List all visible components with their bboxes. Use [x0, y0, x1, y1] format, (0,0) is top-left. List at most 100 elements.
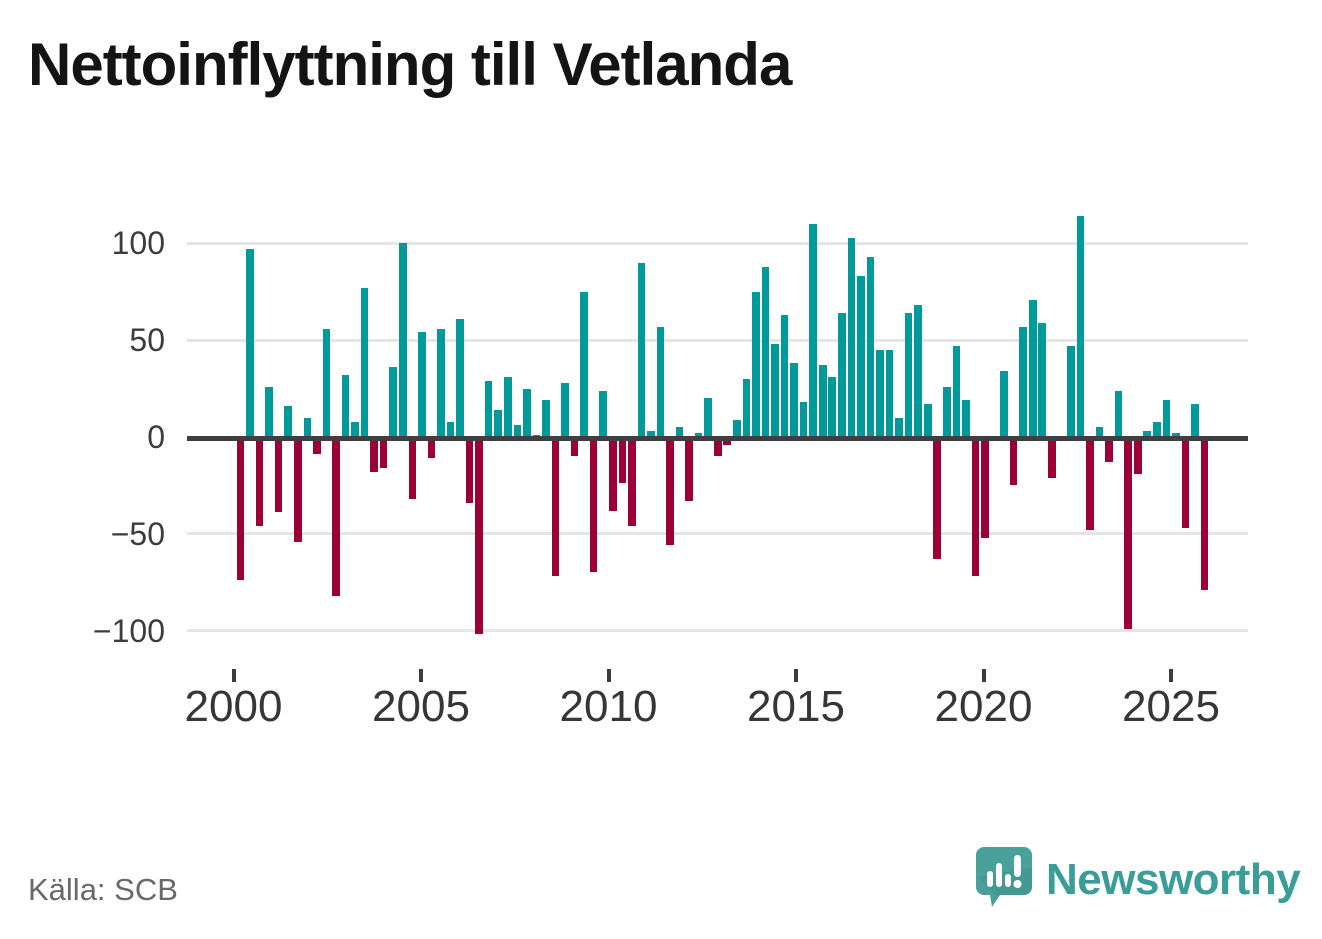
bar	[818, 365, 827, 437]
bar	[914, 305, 922, 437]
bar	[647, 431, 655, 437]
bar	[799, 402, 808, 437]
zero-axis-line	[187, 436, 1248, 441]
bar	[351, 421, 359, 437]
bar	[255, 439, 264, 527]
bar	[1048, 439, 1056, 478]
bar	[685, 439, 693, 501]
bar	[322, 328, 331, 437]
bar	[427, 439, 436, 459]
bar	[1105, 439, 1113, 463]
bar	[523, 388, 531, 437]
x-axis-tick-label: 2000	[184, 682, 283, 731]
bar	[637, 262, 646, 437]
bar	[828, 376, 837, 437]
bar	[971, 439, 980, 577]
bar	[293, 439, 302, 542]
bar	[370, 439, 378, 472]
chart-title: Nettoinflyttning till Vetlanda	[28, 31, 792, 98]
bar	[885, 349, 894, 437]
y-axis-tick-label: 100	[111, 225, 165, 262]
newsworthy-logo-icon	[976, 847, 1032, 907]
bar	[465, 439, 474, 503]
bar	[274, 439, 283, 513]
x-axis-tick-label: 2020	[934, 682, 1033, 731]
bar	[265, 386, 273, 437]
x-axis-tick-label: 2025	[1122, 682, 1220, 731]
bar	[437, 328, 445, 437]
bar	[752, 291, 760, 437]
bar	[742, 378, 751, 437]
bar	[866, 256, 875, 437]
bar	[589, 439, 598, 573]
bar	[838, 313, 846, 437]
bar	[446, 421, 455, 437]
bar	[551, 439, 560, 577]
bar	[1162, 400, 1171, 437]
gridline	[187, 629, 1248, 633]
bar	[341, 375, 350, 437]
bar	[923, 404, 932, 437]
bar	[1133, 439, 1142, 474]
bar	[1038, 322, 1047, 437]
bar	[981, 439, 989, 538]
bar	[608, 439, 617, 511]
bar	[704, 398, 712, 437]
bar	[379, 439, 388, 468]
bar	[484, 380, 493, 437]
bar	[1095, 427, 1104, 437]
bar	[943, 386, 951, 437]
newsworthy-brand-text: Newsworthy	[1046, 855, 1301, 904]
bar	[809, 224, 817, 437]
bar	[1067, 346, 1075, 437]
bar	[761, 266, 770, 437]
bar	[952, 346, 961, 437]
bar	[1124, 439, 1132, 629]
bar	[580, 291, 588, 437]
bar	[513, 425, 522, 437]
bar	[1114, 390, 1123, 437]
newsworthy-brand: Newsworthy	[976, 845, 1301, 915]
y-axis-tick-label: −100	[92, 612, 165, 649]
bar	[780, 315, 789, 437]
bar	[895, 417, 903, 437]
bar	[503, 376, 512, 437]
bar	[733, 419, 741, 437]
bar	[1191, 404, 1199, 437]
bar	[1086, 439, 1094, 530]
x-axis-tick-label: 2015	[747, 682, 845, 731]
bar	[618, 439, 627, 484]
bar	[246, 249, 254, 437]
bar	[284, 406, 293, 437]
bar	[408, 439, 417, 499]
y-axis-tick-label: 0	[147, 419, 165, 455]
bar	[332, 439, 340, 596]
bar	[656, 326, 665, 437]
bar	[1076, 216, 1085, 437]
bar	[847, 237, 856, 437]
x-axis-tick-label: 2005	[372, 682, 470, 731]
bar	[303, 417, 312, 437]
x-axis-tick	[419, 669, 423, 682]
bar	[1153, 421, 1161, 437]
bar	[1172, 433, 1180, 437]
bar	[599, 390, 607, 437]
bar	[694, 433, 703, 437]
bar	[1000, 371, 1008, 437]
bar	[398, 243, 407, 437]
x-axis-tick	[1169, 669, 1173, 682]
bar	[389, 367, 397, 437]
source-note: Källa: SCB	[28, 872, 178, 907]
bar	[771, 344, 779, 437]
bar	[236, 439, 245, 581]
bar	[628, 439, 636, 527]
bar	[1143, 431, 1152, 437]
y-axis-tick-label: −50	[110, 515, 165, 552]
bar	[1028, 299, 1037, 437]
bar	[876, 349, 884, 437]
bar	[313, 439, 321, 455]
x-axis-tick	[606, 669, 611, 682]
gridline	[187, 338, 1248, 342]
x-axis-tick-label: 2010	[559, 682, 658, 731]
